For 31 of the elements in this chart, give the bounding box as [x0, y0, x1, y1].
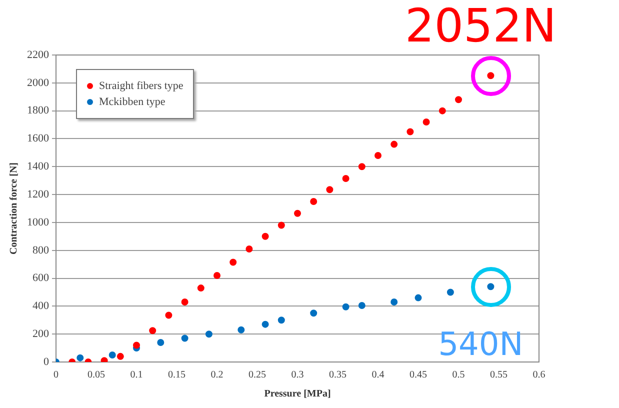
y-tick-label: 0: [44, 356, 50, 368]
x-tick-label: 0.4: [372, 370, 384, 381]
x-tick-label: 0.5: [452, 370, 465, 381]
x-axis-title: Pressure [MPa]: [264, 388, 331, 400]
y-tick-label: 1400: [27, 160, 50, 173]
x-tick-label: 0: [54, 370, 58, 381]
legend-label: Straight fibers type: [99, 80, 184, 92]
y-tick-label: 1000: [27, 216, 50, 228]
x-tick-label: 0.05: [88, 370, 105, 381]
y-axis-title: Contraction force [N]: [8, 162, 20, 255]
x-tick-label: 0.45: [410, 370, 427, 381]
x-tick-label: 0.55: [490, 370, 508, 381]
y-tick-label: 1600: [27, 132, 50, 145]
annotation: 540N: [438, 324, 524, 363]
x-tick-label: 0.2: [210, 370, 224, 381]
y-tick-label: 2200: [27, 48, 50, 61]
y-tick-label: 400: [32, 300, 50, 312]
x-tick-label: 0.1: [130, 370, 143, 381]
y-tick-label: 1800: [27, 104, 50, 117]
x-tick-label: 0.35: [329, 370, 346, 381]
x-tick-label: 0.6: [532, 370, 546, 381]
y-tick-label: 800: [32, 244, 50, 256]
y-tick-label: 2000: [27, 76, 50, 89]
legend-label: Mckibben type: [99, 96, 166, 108]
y-tick-label: 1200: [27, 188, 50, 200]
x-tick-label: 0.25: [248, 370, 266, 381]
y-tick-label: 200: [32, 328, 50, 340]
annotation: 2052N: [404, 0, 556, 53]
y-tick-label: 600: [32, 272, 50, 284]
x-tick-label: 0.15: [168, 370, 186, 381]
x-tick-label: 0.3: [291, 370, 304, 381]
